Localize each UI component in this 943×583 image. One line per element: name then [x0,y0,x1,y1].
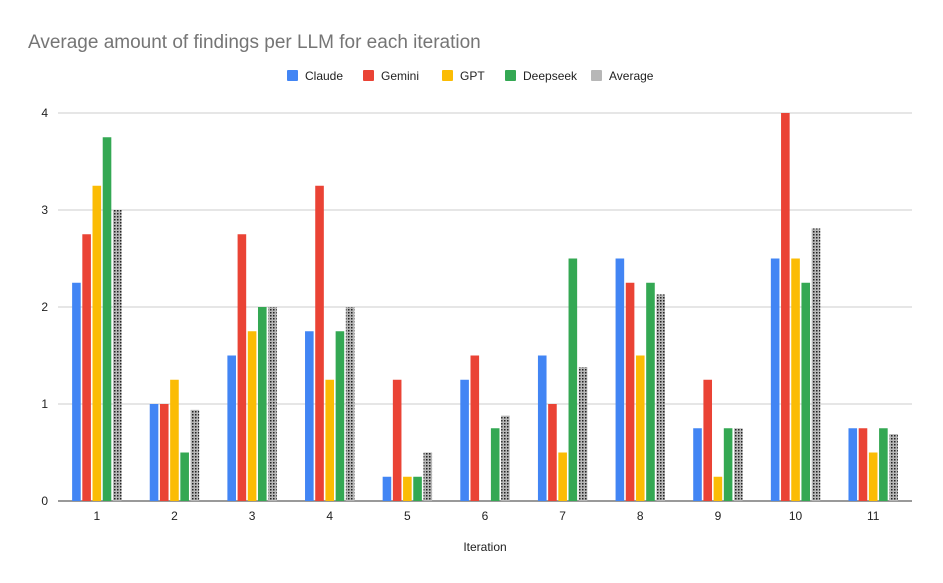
x-tick-label: 4 [326,509,333,523]
bar-deepseek-8 [646,282,655,501]
y-axis-ticks: 0 1 2 3 4 [41,106,48,508]
bar-claude-3 [227,355,236,501]
bar-average-6 [501,415,510,501]
legend-item-gemini: Gemini [363,69,419,83]
bar-claude-8 [615,258,625,501]
legend-swatch [442,70,453,81]
bar-gpt-5 [403,476,412,501]
legend-swatch [287,70,298,81]
bar-gpt-1 [92,185,102,501]
bar-claude-6 [460,379,469,501]
bar-deepseek-4 [335,331,345,501]
bar-average-10 [811,228,821,501]
bar-gemini-6 [470,355,480,501]
bar-average-1 [112,210,122,501]
bar-deepseek-6 [490,428,500,501]
legend-label: GPT [460,69,485,83]
chart-title: Average amount of findings per LLM for e… [28,32,481,53]
bar-deepseek-10 [801,282,811,501]
bar-average-5 [423,452,433,501]
legend-label: Average [609,69,654,83]
x-tick-label: 10 [789,509,803,523]
bar-gemini-2 [159,404,169,501]
legend-item-gpt: GPT [442,69,485,83]
bar-gpt-11 [868,452,878,501]
bar-gemini-8 [625,282,635,501]
bar-claude-1 [72,282,81,501]
y-tick-label: 1 [41,397,48,411]
bar-average-8 [656,294,665,501]
bar-claude-7 [537,355,547,501]
y-tick-label: 2 [41,300,48,314]
bar-claude-10 [770,258,780,501]
bar-average-11 [889,434,898,501]
x-axis-ticks: 1 2 3 4 5 6 7 8 9 10 11 [93,509,879,523]
bar-gemini-4 [315,185,324,501]
legend-swatch [505,70,516,81]
legend-item-deepseek: Deepseek [505,69,578,83]
x-tick-label: 7 [559,509,566,523]
x-tick-label: 1 [93,509,100,523]
legend-label: Gemini [381,69,419,83]
bar-gemini-7 [548,404,557,501]
x-tick-label: 6 [482,509,489,523]
bar-deepseek-7 [568,258,578,501]
bar-deepseek-3 [257,307,267,501]
x-tick-label: 2 [171,509,178,523]
bar-gemini-11 [858,428,868,501]
y-tick-label: 0 [41,494,48,508]
legend-item-average: Average [591,69,654,83]
bar-average-2 [190,409,200,501]
legend-item-claude: Claude [287,69,343,83]
legend-swatch [591,70,602,81]
bar-gpt-2 [170,379,179,501]
bar-deepseek-5 [413,476,422,501]
legend: Claude Gemini GPT Deepseek Average [287,69,654,83]
bar-claude-2 [149,404,159,501]
x-tick-label: 9 [715,509,722,523]
bar-average-3 [268,307,277,501]
y-tick-label: 3 [41,203,48,217]
bar-average-9 [734,428,743,501]
bar-gpt-7 [558,452,567,501]
bar-gemini-5 [392,379,402,501]
bar-claude-11 [848,428,858,501]
x-axis-title: Iteration [463,540,506,554]
x-tick-label: 3 [249,509,256,523]
bar-claude-5 [382,476,392,501]
bar-deepseek-1 [102,137,112,501]
bar-gemini-10 [781,113,790,501]
bar-claude-9 [693,428,702,501]
bar-average-4 [345,307,355,501]
bar-gpt-10 [791,258,800,501]
bar-gemini-9 [703,379,713,501]
bar-gemini-1 [82,234,91,501]
bar-average-7 [578,367,588,501]
bar-deepseek-11 [879,428,888,501]
x-tick-label: 8 [637,509,644,523]
bar-gpt-9 [713,476,723,501]
legend-label: Deepseek [523,69,578,83]
bar-gpt-3 [247,331,257,501]
bar-claude-4 [305,331,314,501]
bar-deepseek-9 [723,428,733,501]
x-tick-label: 11 [867,509,880,523]
bars [72,113,898,501]
bar-deepseek-2 [180,452,189,501]
bar-gpt-4 [325,379,335,501]
x-tick-label: 5 [404,509,411,523]
bar-gemini-3 [237,234,247,501]
y-tick-label: 4 [41,106,48,120]
gridlines [58,112,912,502]
legend-label: Claude [305,69,343,83]
legend-swatch [363,70,374,81]
bar-gpt-8 [635,355,645,501]
